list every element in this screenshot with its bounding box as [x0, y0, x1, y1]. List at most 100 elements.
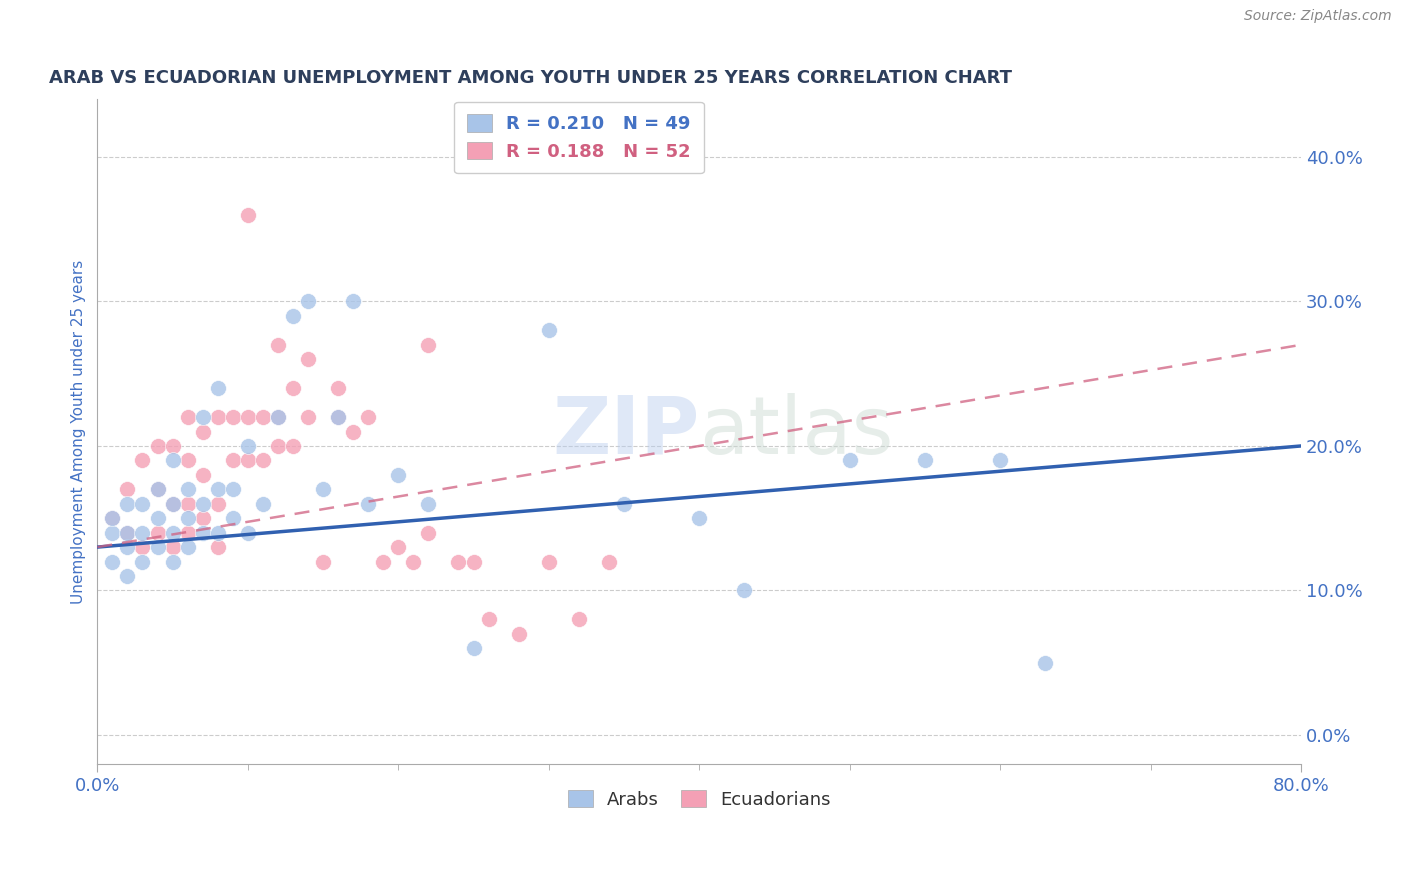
- Point: [191, 467, 214, 482]
- Point: [146, 540, 169, 554]
- Point: [191, 525, 214, 540]
- Text: ARAB VS ECUADORIAN UNEMPLOYMENT AMONG YOUTH UNDER 25 YEARS CORRELATION CHART: ARAB VS ECUADORIAN UNEMPLOYMENT AMONG YO…: [49, 69, 1012, 87]
- Point: [236, 439, 259, 453]
- Point: [162, 453, 184, 467]
- Point: [162, 525, 184, 540]
- Point: [101, 525, 124, 540]
- Point: [176, 453, 198, 467]
- Point: [402, 555, 425, 569]
- Point: [117, 525, 139, 540]
- Point: [252, 497, 274, 511]
- Text: atlas: atlas: [699, 392, 894, 470]
- Point: [267, 338, 290, 352]
- Point: [418, 525, 440, 540]
- Point: [162, 497, 184, 511]
- Point: [733, 583, 755, 598]
- Point: [117, 540, 139, 554]
- Point: [373, 555, 395, 569]
- Point: [447, 555, 470, 569]
- Point: [146, 525, 169, 540]
- Point: [236, 410, 259, 425]
- Point: [176, 525, 198, 540]
- Point: [988, 453, 1011, 467]
- Point: [267, 410, 290, 425]
- Point: [117, 569, 139, 583]
- Point: [222, 453, 245, 467]
- Point: [176, 497, 198, 511]
- Text: ZIP: ZIP: [553, 392, 699, 470]
- Point: [146, 511, 169, 525]
- Point: [176, 410, 198, 425]
- Point: [297, 352, 319, 367]
- Point: [463, 641, 485, 656]
- Point: [463, 555, 485, 569]
- Point: [281, 309, 304, 323]
- Point: [326, 381, 349, 395]
- Point: [297, 294, 319, 309]
- Point: [131, 497, 153, 511]
- Point: [162, 555, 184, 569]
- Point: [131, 555, 153, 569]
- Point: [176, 483, 198, 497]
- Point: [1033, 656, 1056, 670]
- Point: [207, 525, 229, 540]
- Point: [357, 497, 380, 511]
- Point: [162, 439, 184, 453]
- Point: [342, 425, 364, 439]
- Point: [477, 612, 499, 626]
- Point: [222, 483, 245, 497]
- Point: [342, 294, 364, 309]
- Point: [191, 511, 214, 525]
- Point: [387, 540, 409, 554]
- Point: [101, 511, 124, 525]
- Point: [312, 555, 335, 569]
- Point: [176, 511, 198, 525]
- Point: [252, 453, 274, 467]
- Point: [387, 467, 409, 482]
- Point: [537, 555, 560, 569]
- Point: [117, 525, 139, 540]
- Point: [508, 627, 530, 641]
- Point: [131, 525, 153, 540]
- Point: [914, 453, 936, 467]
- Point: [222, 410, 245, 425]
- Point: [281, 439, 304, 453]
- Point: [162, 497, 184, 511]
- Y-axis label: Unemployment Among Youth under 25 years: Unemployment Among Youth under 25 years: [72, 260, 86, 604]
- Point: [418, 497, 440, 511]
- Point: [131, 540, 153, 554]
- Point: [207, 540, 229, 554]
- Point: [418, 338, 440, 352]
- Point: [326, 410, 349, 425]
- Point: [357, 410, 380, 425]
- Point: [191, 410, 214, 425]
- Point: [688, 511, 710, 525]
- Point: [613, 497, 636, 511]
- Point: [326, 410, 349, 425]
- Point: [146, 483, 169, 497]
- Point: [191, 497, 214, 511]
- Text: Source: ZipAtlas.com: Source: ZipAtlas.com: [1244, 9, 1392, 23]
- Legend: Arabs, Ecuadorians: Arabs, Ecuadorians: [555, 777, 844, 822]
- Point: [117, 483, 139, 497]
- Point: [131, 453, 153, 467]
- Point: [281, 381, 304, 395]
- Point: [236, 525, 259, 540]
- Point: [252, 410, 274, 425]
- Point: [207, 381, 229, 395]
- Point: [568, 612, 591, 626]
- Point: [222, 511, 245, 525]
- Point: [207, 483, 229, 497]
- Point: [146, 483, 169, 497]
- Point: [236, 208, 259, 222]
- Point: [267, 439, 290, 453]
- Point: [312, 483, 335, 497]
- Point: [191, 425, 214, 439]
- Point: [297, 410, 319, 425]
- Point: [176, 540, 198, 554]
- Point: [101, 555, 124, 569]
- Point: [598, 555, 620, 569]
- Point: [207, 410, 229, 425]
- Point: [162, 540, 184, 554]
- Point: [101, 511, 124, 525]
